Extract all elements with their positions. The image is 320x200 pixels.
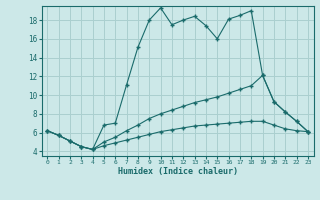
X-axis label: Humidex (Indice chaleur): Humidex (Indice chaleur)	[118, 167, 237, 176]
